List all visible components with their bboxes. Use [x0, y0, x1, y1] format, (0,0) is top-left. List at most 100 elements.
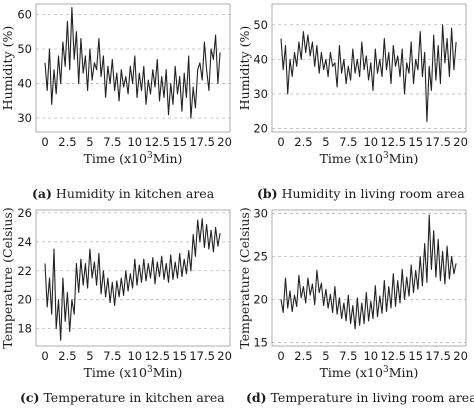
xtick-label-a-3: 7.5	[103, 135, 121, 149]
chart-panel-b: 20 30 40 50 0 2.5 5 7.5 10 12.5 15 17.5 20 Time (x103…	[237, 0, 474, 182]
ytick-label-b-3: 50	[253, 18, 268, 32]
ytick-label-a-1: 40	[17, 77, 32, 91]
y-axis-label-a: Humidity (%)	[0, 26, 15, 111]
xtick-label-d-8: 20	[453, 349, 468, 363]
xtick-label-b-2: 5	[322, 135, 329, 149]
xtick-label-a-1: 2.5	[58, 135, 76, 149]
caption-a: (a) Humidity in kitchen area	[32, 186, 214, 201]
plot-frame-b	[271, 3, 467, 133]
xtick-label-b-3: 7.5	[339, 135, 357, 149]
xtick-label-b-1: 2.5	[294, 135, 312, 149]
xtick-label-a-2: 5	[86, 135, 93, 149]
xtick-label-c-8: 20	[217, 349, 232, 363]
ytick-label-c-3: 24	[17, 235, 32, 249]
caption-a-text: Humidity in kitchen area	[55, 186, 215, 201]
chart-panel-a: 30 40 50 60 0 2.5 5 7.5 10 12.5 15 17.5 20 Time (x103…	[0, 0, 237, 182]
caption-c: (c) Temperature in kitchen area	[20, 390, 225, 405]
x-axis-label-b: Time (x103Min)	[320, 151, 419, 166]
series-line-b-0	[280, 24, 457, 123]
xtick-label-d-2: 5	[322, 349, 329, 363]
x-axis-label-end-d: Min)	[389, 365, 419, 380]
xtick-label-d-7: 17.5	[425, 349, 451, 363]
caption-b-text: Humidity in living room area	[281, 186, 465, 201]
ytick-label-b-2: 40	[253, 52, 268, 66]
caption-b-tag: (b)	[257, 186, 278, 201]
ytick-label-b-0: 20	[253, 122, 268, 136]
ytick-label-a-3: 60	[17, 7, 32, 21]
chart-panel-c: 18 20 22 24 26 0 2.5 5 7.5 10 12.5 15 17.5 20 Time (x1…	[0, 203, 237, 387]
xtick-label-a-0: 0	[41, 135, 48, 149]
series-line-d-0	[280, 214, 457, 330]
caption-b: (b) Humidity in living room area	[257, 186, 465, 201]
y-axis-label-d: Temperature (Celsius)	[237, 207, 252, 348]
x-axis-label-text-b: Time (x10	[320, 151, 383, 166]
caption-d-tag: (d)	[246, 390, 267, 405]
x-axis-label-sup-a: 3	[147, 151, 153, 161]
caption-d: (d) Temperature in living room area	[246, 390, 474, 405]
xtick-label-d-1: 2.5	[294, 349, 312, 363]
caption-a-tag: (a)	[32, 186, 52, 201]
plot-frame-c	[35, 209, 231, 347]
x-axis-label-text-a: Time (x10	[84, 151, 147, 166]
xtick-label-a-6: 15	[172, 135, 187, 149]
x-axis-label-end-b: Min)	[389, 151, 419, 166]
ytick-label-a-2: 50	[17, 42, 32, 56]
xtick-label-d-6: 15	[408, 349, 423, 363]
series-line-c-0	[44, 218, 221, 341]
xtick-label-a-8: 20	[217, 135, 232, 149]
chart-a-svg: 30 40 50 60 0 2.5 5 7.5 10 12.5 15 17.5 20 Time (x103…	[0, 3, 232, 166]
xtick-label-d-5: 12.5	[380, 349, 406, 363]
plot-frame-d	[271, 209, 467, 347]
xtick-label-c-0: 0	[41, 349, 48, 363]
xtick-label-c-6: 15	[172, 349, 187, 363]
x-axis-label-end-a: Min)	[153, 151, 183, 166]
xtick-label-b-8: 20	[453, 135, 468, 149]
xtick-label-b-4: 10	[363, 135, 378, 149]
caption-c-text: Temperature in kitchen area	[43, 390, 225, 405]
ytick-label-d-1: 20	[253, 293, 268, 307]
ytick-label-c-2: 22	[17, 264, 32, 278]
xtick-label-b-6: 15	[408, 135, 423, 149]
ytick-label-c-0: 18	[17, 322, 32, 336]
series-line-a-0	[44, 6, 221, 119]
xtick-label-d-4: 10	[363, 349, 378, 363]
x-axis-label-sup-d: 3	[383, 365, 389, 375]
x-axis-label-c: Time (x103Min)	[84, 365, 183, 380]
xtick-label-c-2: 5	[86, 349, 93, 363]
x-axis-label-end-c: Min)	[153, 365, 183, 380]
x-axis-label-sup-b: 3	[383, 151, 389, 161]
chart-panel-d: 15 20 25 30 0 2.5 5 7.5 10 12.5 15 17.5 20 Time (x103…	[237, 203, 474, 387]
ytick-label-c-4: 26	[17, 206, 32, 220]
y-axis-label-c: Temperature (Celsius)	[0, 207, 15, 348]
x-axis-label-text-c: Time (x10	[84, 365, 147, 380]
caption-c-tag: (c)	[20, 390, 40, 405]
ytick-label-d-2: 25	[253, 249, 268, 263]
xtick-label-b-7: 17.5	[425, 135, 451, 149]
xtick-label-c-5: 12.5	[144, 349, 170, 363]
xtick-label-c-4: 10	[127, 349, 142, 363]
ytick-label-d-0: 15	[253, 336, 268, 350]
xtick-label-b-5: 12.5	[380, 135, 406, 149]
x-axis-label-d: Time (x103Min)	[320, 365, 419, 380]
xtick-label-d-3: 7.5	[339, 349, 357, 363]
xtick-label-a-7: 17.5	[189, 135, 215, 149]
plot-frame-a	[35, 3, 231, 133]
xtick-label-b-0: 0	[277, 135, 284, 149]
ytick-label-b-1: 30	[253, 87, 268, 101]
xtick-label-c-1: 2.5	[58, 349, 76, 363]
caption-d-text: Temperature in living room area	[270, 390, 474, 405]
xtick-label-a-4: 10	[127, 135, 142, 149]
xtick-label-a-5: 12.5	[144, 135, 170, 149]
xtick-label-c-3: 7.5	[103, 349, 121, 363]
xtick-label-d-0: 0	[277, 349, 284, 363]
ytick-label-c-1: 20	[17, 293, 32, 307]
y-axis-label-b: Humidity (%)	[237, 26, 252, 111]
xtick-label-c-7: 17.5	[189, 349, 215, 363]
ytick-label-a-0: 30	[17, 111, 32, 125]
x-axis-label-sup-c: 3	[147, 365, 153, 375]
x-axis-label-a: Time (x103Min)	[84, 151, 183, 166]
x-axis-label-text-d: Time (x10	[320, 365, 383, 380]
